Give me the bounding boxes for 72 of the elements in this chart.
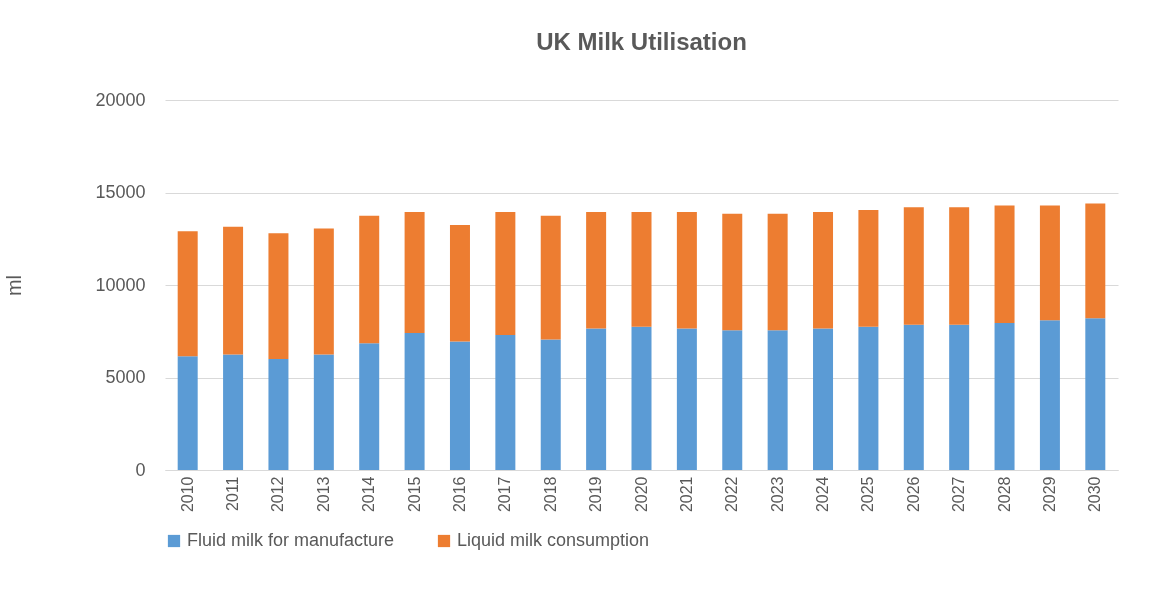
bar — [359, 215, 380, 344]
chart-title: UK Milk Utilisation — [536, 28, 747, 55]
x-tick-label: 2021 — [677, 476, 695, 513]
y-tick-label: 10000 — [95, 274, 146, 295]
bar — [359, 343, 380, 470]
x-tick-label: 2027 — [950, 476, 968, 513]
bar — [495, 211, 516, 335]
legend-label: Fluid milk for manufacture — [187, 530, 395, 550]
bar — [223, 226, 244, 355]
x-tick-label: 2029 — [1040, 476, 1058, 513]
y-tick-label: 15000 — [95, 182, 146, 202]
x-tick-label: 2026 — [904, 476, 922, 513]
x-tick-label: 2024 — [814, 476, 832, 513]
bar — [449, 341, 470, 470]
bar — [586, 328, 607, 470]
x-tick-label: 2016 — [450, 476, 468, 513]
x-tick-label: 2020 — [632, 476, 650, 513]
x-tick-label: 2018 — [541, 476, 559, 513]
x-tick-label: 2011 — [224, 476, 242, 511]
x-tick-label: 2028 — [995, 476, 1013, 513]
bar — [1039, 320, 1060, 470]
bar — [586, 211, 607, 329]
bar — [949, 324, 970, 470]
bar — [268, 359, 289, 470]
bar — [994, 322, 1015, 470]
bar — [268, 233, 289, 359]
x-tick-label: 2025 — [859, 476, 877, 513]
x-tick-label: 2030 — [1086, 476, 1104, 513]
bar — [631, 211, 652, 327]
x-tick-label: 2017 — [496, 476, 514, 513]
bar — [676, 211, 697, 329]
bar — [1085, 203, 1106, 319]
bar — [177, 231, 198, 357]
y-tick-label: 5000 — [105, 367, 146, 387]
bar — [449, 224, 470, 342]
bar — [767, 213, 788, 331]
bar — [540, 339, 561, 470]
bar — [722, 330, 743, 470]
bar — [813, 211, 834, 329]
bar — [404, 211, 425, 334]
bar — [676, 328, 697, 470]
bar — [722, 213, 743, 331]
bar — [313, 228, 334, 355]
bar — [313, 354, 334, 470]
bar — [1039, 205, 1060, 321]
bar — [813, 328, 834, 470]
x-tick-label: 2019 — [587, 476, 605, 513]
bar — [1085, 318, 1106, 470]
x-tick-label: 2015 — [405, 476, 423, 513]
bar — [903, 324, 924, 470]
bar — [631, 326, 652, 470]
bar — [223, 354, 244, 470]
x-tick-label: 2022 — [723, 476, 741, 513]
bar — [949, 207, 970, 325]
x-tick-label: 2010 — [178, 476, 196, 513]
bar — [767, 330, 788, 470]
x-tick-label: 2013 — [314, 476, 332, 513]
x-tick-label: 2023 — [768, 476, 786, 513]
bar — [495, 334, 516, 470]
bar — [858, 326, 879, 470]
bar — [404, 333, 425, 470]
bar — [858, 210, 879, 327]
x-tick-label: 2012 — [269, 476, 287, 513]
bar — [177, 356, 198, 470]
y-tick-label: 0 — [135, 459, 146, 480]
x-tick-label: 2014 — [360, 476, 378, 513]
y-axis-title: ml — [3, 274, 26, 297]
bar — [994, 205, 1015, 323]
bar — [903, 207, 924, 325]
y-tick-label: 20000 — [95, 89, 146, 110]
bar — [540, 215, 561, 340]
legend-label: Liquid milk consumption — [457, 530, 650, 550]
